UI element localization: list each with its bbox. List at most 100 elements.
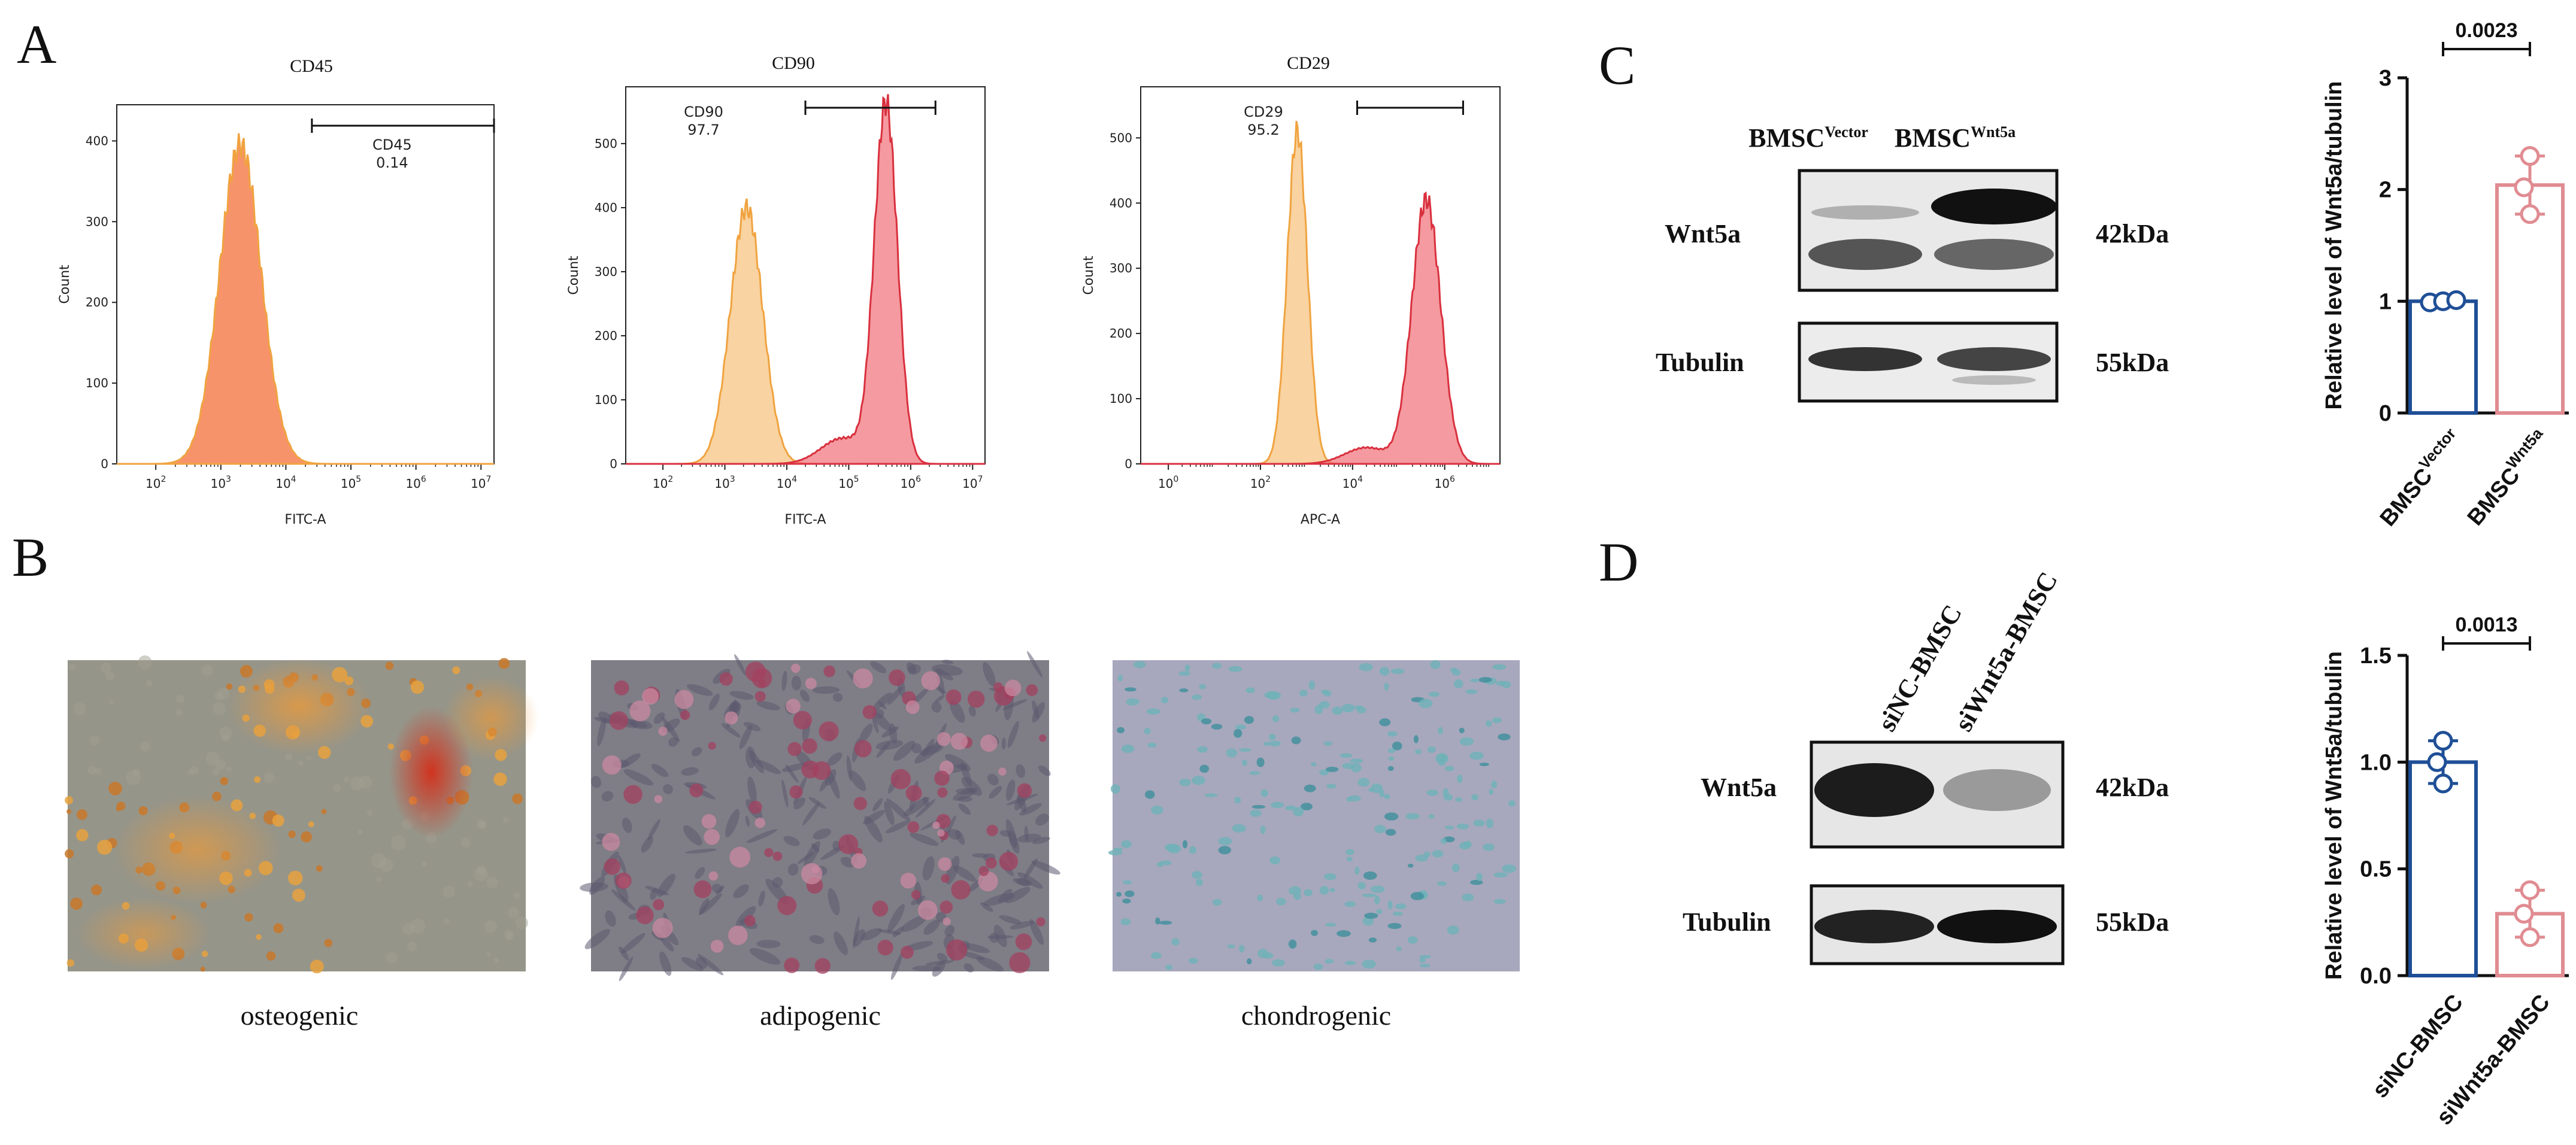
flow-xtick-label: 103 [714,475,735,491]
flow-plot-cd90: CD90 0 100 200 300 400 500 Count 102 103 104 105 106… [566,53,986,527]
flow-ytick-label: 200 [595,329,617,343]
lane-label-siwnt5a: siWnt5a-BMSC [1948,567,2063,736]
flow-ytick-label: 100 [86,376,108,390]
size-label-tubulin-d: 55kDa [2096,907,2169,937]
flow-ytick-label: 500 [595,136,617,151]
data-point [2520,880,2540,900]
data-point [2446,290,2466,310]
flow-xtick-label: 104 [1342,475,1363,491]
histogram-stained [1141,191,1500,465]
flow-ytick-label: 200 [86,295,108,309]
bar-ytick-label: 1.5 [2360,643,2392,669]
bar-category-label: BMSCWnt5a [2459,424,2555,530]
data-point [2520,204,2540,224]
gate-name: CD45 [372,136,412,153]
size-label-tubulin-c: 55kDa [2096,348,2169,377]
protein-label-wnt5a-c: Wnt5a [1665,219,1741,248]
flow-ytick-label: 500 [1110,130,1132,145]
micrograph-chondrogenic [1108,660,1520,971]
flow-ytick-label: 300 [86,214,108,229]
bar-ylabel: Relative level of Wnt5a/tubulin [2322,81,2347,410]
data-point [2520,146,2540,166]
flow-ytick-label: 400 [1110,196,1132,210]
flow-title: CD90 [772,53,815,73]
bar-ylabel: Relative level of Wnt5a/tubulin [2322,651,2347,980]
flow-xtick-label: 103 [211,475,231,491]
flow-frame [116,104,495,464]
flow-ylabel: Count [1081,256,1096,295]
flow-xtick-label: 102 [653,475,673,491]
bar-chart-c: 0 1 2 3 Relative level of Wnt5a/tubulin BMSCV… [2322,19,2569,531]
bar [2408,760,2478,978]
flow-ytick-label: 400 [595,201,617,215]
bar-category-label: BMSCVector [2372,424,2468,531]
bar-ytick-label: 2 [2379,178,2392,203]
flow-ytick-label: 300 [1110,261,1132,275]
gate-name: CD90 [684,104,723,120]
panel-letter-c: C [1599,35,1635,96]
flow-frame [625,86,986,464]
caption-osteogenic: osteogenic [241,1000,359,1031]
data-point [2433,773,2453,794]
flow-xlabel: FITC-A [284,512,326,527]
bar-ytick-label: 0.0 [2360,964,2392,989]
size-label-wnt5a-d: 42kDa [2096,773,2169,802]
flow-xlabel: FITC-A [784,512,826,527]
p-value: 0.0013 [2456,613,2518,636]
bar-ytick-label: 1.0 [2360,750,2392,775]
flow-xtick-label: 106 [405,475,426,491]
bar [2408,299,2478,415]
data-point [2514,904,2534,924]
bar-category-label: siNC-BMSC [2368,990,2468,1103]
data-point [2514,177,2534,198]
lane-label-wnt5a: BMSCWnt5a [1895,123,2016,153]
gate-value: 0.14 [376,154,408,171]
flow-xtick-label: 107 [471,475,491,491]
flow-title: CD29 [1287,53,1330,73]
flow-ylabel: Count [57,265,72,304]
flow-ytick-label: 400 [86,133,108,148]
bar-ytick-label: 0.5 [2360,857,2392,882]
flow-ytick-label: 0 [101,457,108,471]
size-label-wnt5a-c: 42kDa [2096,219,2169,248]
bar-ytick-label: 0 [2379,401,2392,426]
histogram-cd45 [117,133,494,465]
data-point [2520,927,2540,947]
protein-label-tubulin-d: Tubulin [1683,907,1771,937]
gate-value: 95.2 [1247,122,1279,138]
flow-ytick-label: 100 [595,393,617,407]
data-point [2427,752,2447,772]
flow-xtick-label: 104 [777,475,797,491]
panel-letter-a: A [17,14,56,75]
western-blot-d: siNC-BMSC siWnt5a-BMSC Wnt5a 42kDa Tubul… [1683,567,2169,965]
gate-value: 97.7 [687,122,719,138]
flow-title: CD45 [290,56,333,76]
bar-ytick-label: 1 [2379,289,2392,314]
caption-chondrogenic: chondrogenic [1241,1000,1391,1031]
flow-plot-cd45: CD45 0 100 200 300 400 Count 102 103 104 105 106 107… [57,56,495,527]
histogram-isotype [626,198,985,465]
bar-ytick-label: 3 [2379,66,2392,91]
micrograph-adipogenic [580,651,1060,982]
flow-xtick-label: 102 [1250,475,1271,491]
flow-plot-cd29: CD29 0 100 200 300 400 500 Count 100 102 104 106 APC… [1081,53,1501,527]
flow-xtick-label: 102 [146,475,166,491]
panel-letter-d: D [1599,532,1638,593]
bar-chart-d: 0.0 0.5 1.0 1.5 Relative level of Wnt5a/tubu… [2322,613,2569,1130]
panel-letter-b: B [12,527,49,588]
flow-ytick-label: 300 [595,265,617,279]
flow-ytick-label: 100 [1110,391,1132,406]
p-value: 0.0023 [2456,19,2518,42]
protein-label-tubulin-c: Tubulin [1656,348,1744,377]
flow-xtick-label: 107 [962,475,983,491]
flow-ytick-label: 0 [1125,457,1132,471]
micrograph-osteogenic [65,655,539,974]
flow-xtick-label: 105 [341,475,361,491]
flow-ytick-label: 200 [1110,326,1132,341]
data-point [2433,731,2453,751]
flow-ytick-label: 0 [610,457,617,471]
lane-label-vector: BMSCVector [1748,123,1868,153]
flow-xtick-label: 104 [275,475,296,491]
flow-xtick-label: 100 [1158,475,1178,491]
